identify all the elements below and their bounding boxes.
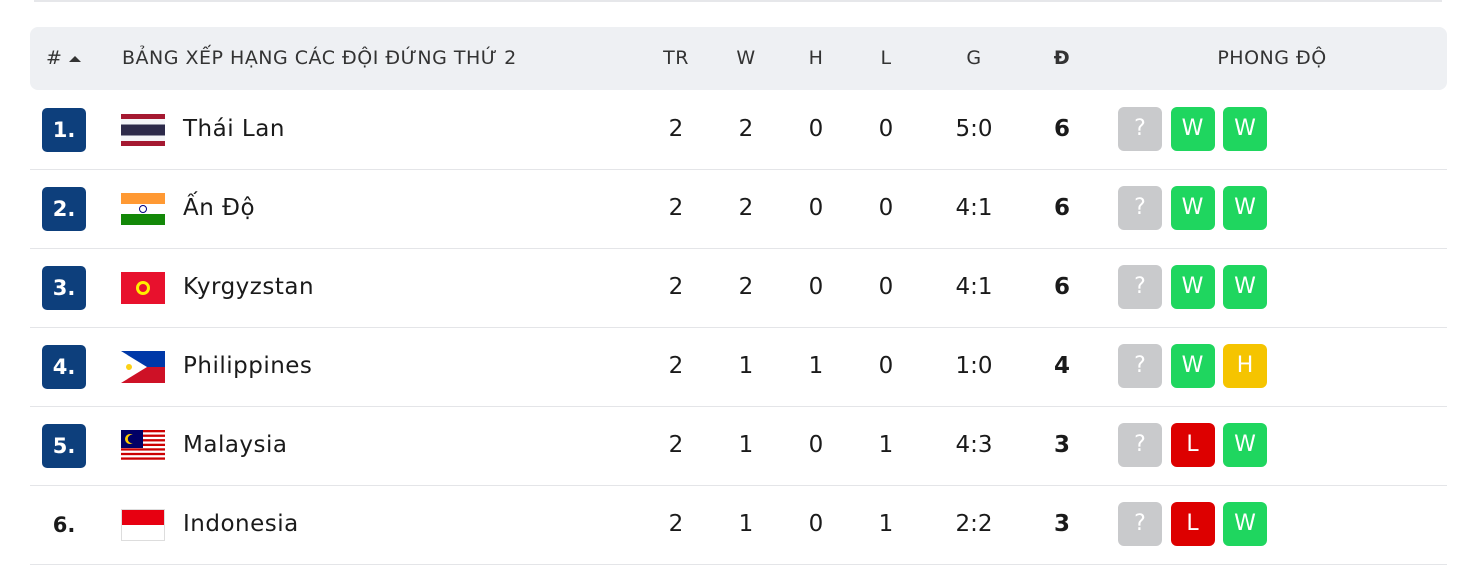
points: 3 <box>1053 511 1071 537</box>
table-row[interactable]: 2. Ấn Độ 2 2 0 0 4:1 6? W W <box>30 169 1447 249</box>
won: 1 <box>738 432 754 458</box>
form-badge[interactable]: W <box>1223 186 1267 230</box>
rank: 4. <box>42 345 86 389</box>
form-badge[interactable]: W <box>1223 265 1267 309</box>
team-name[interactable]: Malaysia <box>183 432 288 458</box>
team-name[interactable]: Ấn Độ <box>183 195 256 221</box>
goals: 4:3 <box>955 432 993 458</box>
divider <box>34 0 1442 2</box>
played: 2 <box>668 353 684 379</box>
won-header[interactable]: W <box>736 47 756 69</box>
form-badge[interactable]: W <box>1170 265 1215 309</box>
rank: 5. <box>42 424 86 468</box>
form-badge[interactable]: W <box>1170 107 1215 151</box>
rank: 6. <box>52 513 76 537</box>
form-badge[interactable]: W <box>1223 423 1267 467</box>
rank: 3. <box>42 266 86 310</box>
form-badge[interactable]: L <box>1170 502 1215 546</box>
won: 1 <box>738 511 754 537</box>
form-badge[interactable]: H <box>1223 344 1267 388</box>
team-name[interactable]: Philippines <box>183 353 313 379</box>
points: 6 <box>1053 274 1071 300</box>
table-row[interactable]: 1. Thái Lan 2 2 0 0 5:0 6? W W <box>30 90 1447 170</box>
form-badge[interactable]: W <box>1223 107 1267 151</box>
lost-header[interactable]: L <box>880 47 892 69</box>
rank: 1. <box>42 108 86 152</box>
table-row[interactable]: 5. Malaysia 2 1 0 1 4:3 3? L W <box>30 406 1447 486</box>
form-badge[interactable]: W <box>1170 186 1215 230</box>
flag <box>121 430 165 462</box>
flag <box>121 272 165 304</box>
goals: 4:1 <box>955 274 993 300</box>
form-badge[interactable]: ? <box>1118 107 1162 151</box>
team-name[interactable]: Kyrgyzstan <box>183 274 315 300</box>
played-header[interactable]: TR <box>663 47 689 69</box>
points: 6 <box>1053 195 1071 221</box>
goals-header[interactable]: G <box>966 47 982 69</box>
played: 2 <box>668 432 684 458</box>
won: 2 <box>738 274 754 300</box>
form-badge[interactable]: L <box>1170 423 1215 467</box>
form-badge[interactable]: ? <box>1118 265 1162 309</box>
drawn: 0 <box>808 274 824 300</box>
points: 4 <box>1053 353 1071 379</box>
flag <box>121 351 165 383</box>
flag <box>121 509 165 541</box>
drawn: 1 <box>808 353 824 379</box>
won: 2 <box>738 195 754 221</box>
form-badge[interactable]: W <box>1170 344 1215 388</box>
table-header <box>30 27 1447 90</box>
lost: 0 <box>878 353 894 379</box>
played: 2 <box>668 195 684 221</box>
flag <box>121 193 165 225</box>
lost: 0 <box>878 116 894 142</box>
rank-header[interactable]: # <box>46 47 63 69</box>
drawn: 0 <box>808 511 824 537</box>
form-badge[interactable]: W <box>1223 502 1267 546</box>
drawn-header[interactable]: H <box>808 47 824 69</box>
team-name[interactable]: Indonesia <box>183 511 299 537</box>
played: 2 <box>668 274 684 300</box>
drawn: 0 <box>808 195 824 221</box>
flag <box>121 114 165 146</box>
played: 2 <box>668 511 684 537</box>
team-name[interactable]: Thái Lan <box>183 116 285 142</box>
lost: 0 <box>878 195 894 221</box>
played: 2 <box>668 116 684 142</box>
won: 1 <box>738 353 754 379</box>
table-row[interactable]: 6. Indonesia 2 1 0 1 2:2 3? L W <box>30 485 1447 565</box>
goals: 2:2 <box>955 511 993 537</box>
table-row[interactable]: 4. Philippines 2 1 1 0 1:0 4? W H <box>30 327 1447 407</box>
points: 3 <box>1053 432 1071 458</box>
drawn: 0 <box>808 116 824 142</box>
points: 6 <box>1053 116 1071 142</box>
sort-arrow <box>69 56 81 62</box>
form-badge[interactable]: ? <box>1118 186 1162 230</box>
drawn: 0 <box>808 432 824 458</box>
points-header[interactable]: Đ <box>1053 47 1071 69</box>
team-header: BẢNG XẾP HẠNG CÁC ĐỘI ĐỨNG THỨ 2 <box>122 47 517 69</box>
form-badge[interactable]: ? <box>1118 502 1162 546</box>
form-badge[interactable]: ? <box>1118 344 1162 388</box>
goals: 5:0 <box>955 116 993 142</box>
goals: 1:0 <box>955 353 993 379</box>
form-header: PHONG ĐỘ <box>1217 47 1327 69</box>
form-badge[interactable]: ? <box>1118 423 1162 467</box>
table-row[interactable]: 3. Kyrgyzstan 2 2 0 0 4:1 6? W W <box>30 248 1447 328</box>
lost: 0 <box>878 274 894 300</box>
rank: 2. <box>42 187 86 231</box>
lost: 1 <box>878 511 894 537</box>
won: 2 <box>738 116 754 142</box>
lost: 1 <box>878 432 894 458</box>
goals: 4:1 <box>955 195 993 221</box>
